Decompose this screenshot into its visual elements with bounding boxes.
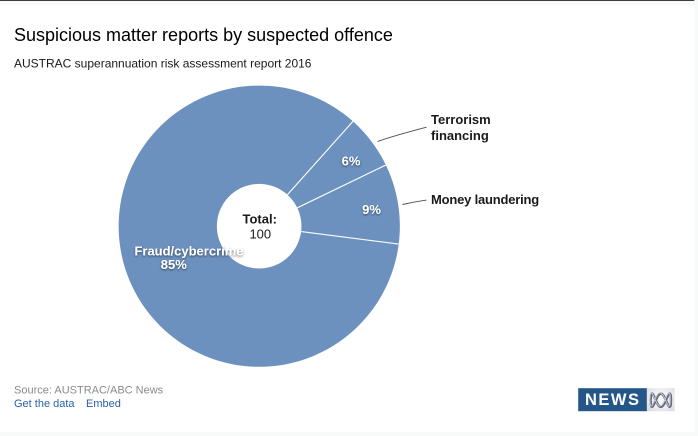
svg-text:85%: 85% [161, 257, 187, 272]
svg-text:Total:: Total: [242, 212, 276, 227]
svg-text:6%: 6% [342, 153, 361, 168]
svg-text:Suspicious matter reports by s: Suspicious matter reports by suspected o… [14, 25, 393, 45]
svg-text:100: 100 [249, 227, 271, 242]
svg-text:Money laundering: Money laundering [431, 192, 539, 207]
svg-text:Embed: Embed [86, 398, 121, 410]
svg-text:financing: financing [431, 128, 489, 143]
svg-text:Terrorism: Terrorism [431, 112, 491, 127]
svg-text:9%: 9% [362, 202, 381, 217]
svg-text:Get the data: Get the data [14, 398, 75, 410]
svg-text:AUSTRAC superannuation risk as: AUSTRAC superannuation risk assessment r… [14, 56, 312, 70]
svg-text:Source: AUSTRAC/ABC News: Source: AUSTRAC/ABC News [14, 385, 164, 397]
svg-text:NEWS: NEWS [585, 391, 641, 409]
svg-text:Fraud/cybercrime: Fraud/cybercrime [134, 244, 243, 259]
